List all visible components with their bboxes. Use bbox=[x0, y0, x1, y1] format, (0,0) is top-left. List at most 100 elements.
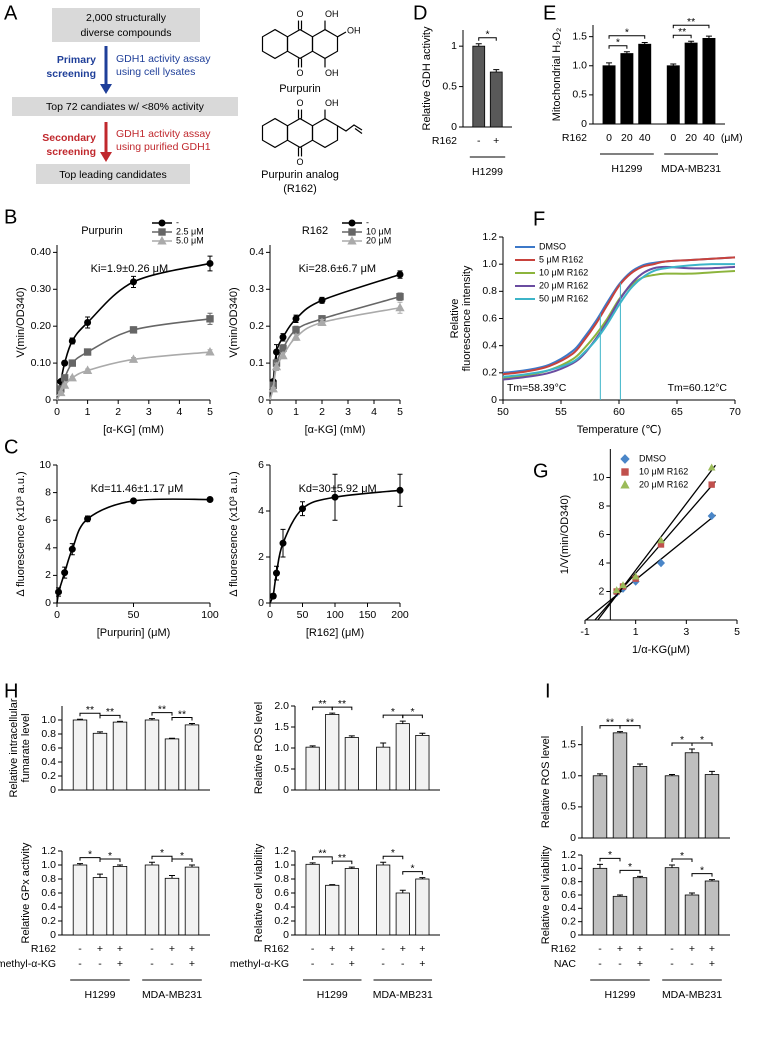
bar bbox=[376, 864, 391, 936]
significance-bracket bbox=[331, 860, 353, 865]
x-tick-label: 100 bbox=[201, 609, 219, 621]
box bbox=[52, 8, 200, 42]
marker bbox=[612, 586, 621, 594]
y-tick-label: 0.4 bbox=[41, 901, 56, 913]
annotation: Tm=60.12°C bbox=[668, 382, 728, 394]
ring bbox=[286, 117, 314, 149]
x-tick-label: 70 bbox=[729, 406, 741, 418]
y-tick-label: 1.2 bbox=[41, 845, 56, 857]
y-tick-label: 1.0 bbox=[41, 859, 56, 871]
y-axis-label: Δ fluorescence (x10³ a.u.) bbox=[15, 471, 27, 596]
marker bbox=[292, 315, 300, 323]
y-tick-label: 0 bbox=[581, 118, 587, 130]
panel-label: D bbox=[413, 2, 427, 24]
significance-label: * bbox=[485, 29, 489, 41]
error-bar bbox=[329, 884, 336, 886]
bar bbox=[489, 71, 503, 128]
significance-label: * bbox=[391, 706, 395, 718]
marker bbox=[68, 359, 76, 367]
annotation: Tm=58.39°C bbox=[507, 382, 567, 394]
error-bar bbox=[606, 62, 613, 66]
x-axis-label: [α-KG] (mM) bbox=[305, 424, 366, 436]
significance-bracket bbox=[99, 714, 121, 719]
bar bbox=[632, 766, 648, 839]
marker bbox=[396, 292, 404, 301]
bar bbox=[376, 746, 391, 791]
significance-label: * bbox=[700, 734, 704, 746]
bar bbox=[184, 866, 200, 936]
step-name: Secondary bbox=[42, 132, 96, 144]
marker bbox=[317, 317, 327, 326]
bar bbox=[602, 65, 616, 125]
error-bar bbox=[309, 862, 316, 865]
legend-label: 50 μM R162 bbox=[539, 293, 588, 303]
marker bbox=[68, 337, 76, 345]
legend-marker bbox=[348, 219, 356, 227]
legend-marker bbox=[157, 235, 167, 245]
bar bbox=[184, 724, 200, 791]
marker bbox=[331, 493, 339, 501]
row-value: - bbox=[381, 943, 385, 955]
panel-label: H bbox=[4, 680, 18, 702]
legend-marker bbox=[158, 219, 166, 227]
significance-bracket bbox=[608, 35, 646, 39]
marker bbox=[129, 326, 138, 334]
bar bbox=[325, 714, 340, 791]
x-tick-label: 1 bbox=[293, 406, 299, 418]
significance-label: * bbox=[411, 862, 415, 874]
ring bbox=[261, 117, 289, 149]
y-tick-label: 0.4 bbox=[482, 339, 497, 351]
error-bar bbox=[309, 745, 316, 748]
y-tick-label: 0.2 bbox=[41, 915, 56, 927]
error-bar bbox=[617, 731, 623, 733]
panel-label: A bbox=[4, 2, 18, 24]
allyl bbox=[337, 124, 363, 132]
marker bbox=[657, 558, 665, 568]
error-bar bbox=[149, 718, 155, 720]
fit-line bbox=[597, 464, 716, 621]
legend-label: 20 μM bbox=[366, 235, 391, 245]
error-bar bbox=[597, 863, 603, 869]
row-value: - bbox=[311, 943, 315, 955]
significance-label: ** bbox=[338, 698, 346, 710]
error-bar bbox=[705, 35, 712, 39]
row-label: R162 bbox=[432, 135, 457, 147]
error-bar bbox=[623, 51, 630, 54]
x-tick-label: -1 bbox=[580, 626, 589, 638]
significance-bracket bbox=[691, 873, 713, 877]
marker bbox=[206, 259, 214, 267]
significance-bracket bbox=[402, 871, 423, 875]
bar bbox=[144, 719, 160, 791]
row-value: + bbox=[349, 943, 355, 955]
box-text: Top 72 candiates w/ <80% activity bbox=[46, 101, 205, 113]
y-axis-label: Relative cell viability bbox=[540, 845, 552, 944]
significance-bracket bbox=[691, 742, 713, 747]
row-value: + bbox=[419, 943, 425, 955]
atom: OH bbox=[347, 25, 361, 35]
row-value: 20 bbox=[621, 132, 633, 144]
y-tick-label: 1.0 bbox=[41, 714, 56, 726]
row-value: + bbox=[493, 135, 499, 147]
y-tick-label: 0.10 bbox=[31, 357, 52, 369]
y-tick-label: 1.0 bbox=[561, 770, 576, 782]
x-tick-label: 2 bbox=[319, 406, 325, 418]
bar bbox=[472, 45, 486, 128]
significance-bracket bbox=[608, 45, 628, 49]
y-tick-label: 0.2 bbox=[41, 770, 56, 782]
legend-label: 10 μM R162 bbox=[539, 267, 588, 277]
bar bbox=[325, 884, 340, 936]
chart-title: Purpurin bbox=[81, 225, 123, 237]
error-bar bbox=[709, 879, 715, 881]
marker bbox=[84, 319, 92, 326]
significance-label: * bbox=[608, 849, 612, 861]
group-label: H1299 bbox=[317, 989, 348, 1001]
error-bar bbox=[419, 732, 426, 736]
row-label: R162 bbox=[264, 943, 289, 955]
x-tick-label: 65 bbox=[671, 406, 683, 418]
row-value: + bbox=[400, 943, 406, 955]
bar bbox=[612, 732, 628, 839]
bar bbox=[664, 775, 680, 839]
row-label: NAC bbox=[554, 958, 577, 970]
ring bbox=[261, 28, 289, 60]
significance-bracket bbox=[382, 855, 404, 860]
